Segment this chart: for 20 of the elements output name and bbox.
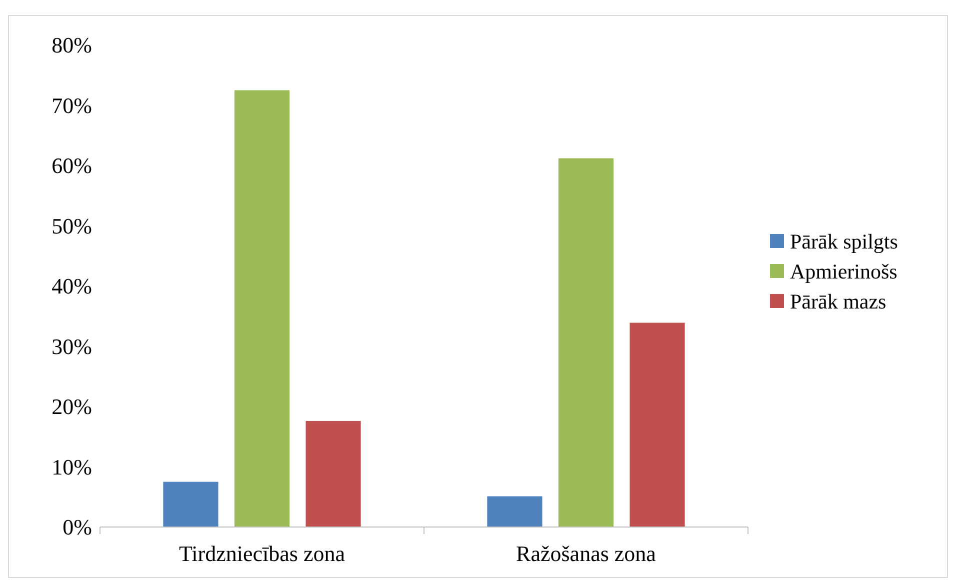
legend-label: Apmierinošs	[790, 259, 898, 284]
bar	[306, 420, 361, 527]
x-tick-label: Tirdzniecības zona	[179, 541, 346, 566]
bar	[558, 158, 614, 527]
legend-label: Pārāk mazs	[790, 289, 886, 314]
y-tick-label: 50%	[52, 213, 92, 238]
x-tick-label: Ražošanas zona	[516, 541, 656, 566]
y-tick-label: 80%	[52, 32, 92, 58]
y-tick-label: 30%	[52, 334, 92, 359]
bar	[163, 482, 218, 527]
bar	[630, 322, 685, 527]
legend-label: Pārāk spilgts	[790, 229, 898, 254]
bar	[487, 496, 542, 527]
y-tick-label: 70%	[52, 92, 92, 118]
y-tick-label: 20%	[52, 394, 92, 420]
y-tick-label: 60%	[52, 153, 92, 178]
bar	[234, 90, 290, 527]
y-tick-label: 10%	[52, 454, 92, 480]
y-tick-label: 40%	[52, 274, 92, 299]
y-tick-label: 0%	[62, 514, 92, 540]
